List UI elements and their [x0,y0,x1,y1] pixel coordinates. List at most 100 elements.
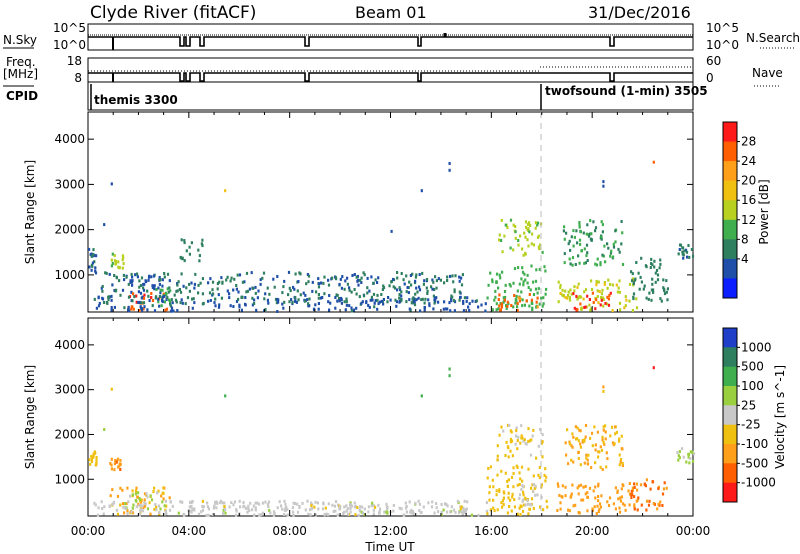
velocity-cell [137,502,140,506]
power-cell [607,303,611,307]
nsearch-tick-top: 10^5 [706,21,739,35]
power-cell [179,301,182,305]
velocity-cell [343,510,346,514]
power-cell [122,256,125,260]
velocity-cell [577,450,580,454]
power-cell [569,288,572,292]
power-cell [93,297,96,301]
power-cell [635,261,638,264]
power-cell [431,278,434,282]
power-cell [449,309,452,313]
velocity-cell [116,494,120,498]
power-cell [121,258,124,262]
nave-tick-top: 60 [706,54,721,68]
power-cell [542,296,545,300]
power-colorbar-tick-label: 16 [741,193,756,207]
power-cell [563,261,566,265]
power-cell [562,294,565,298]
power-cell [370,275,373,279]
power-cell [514,298,517,301]
velocity-cell [517,435,520,439]
power-cell [620,242,623,246]
nave-label: Nave [752,66,783,80]
power-cell [590,288,594,291]
power-cell [491,280,494,284]
velocity-cell [492,506,495,510]
power-cell [322,281,325,285]
power-cell [345,297,348,301]
power-cell [198,259,201,263]
power-cell [372,292,376,296]
velocity-cell [337,503,340,507]
power-cell [452,280,455,284]
power-colorbar-segment [723,219,737,240]
power-cell [517,239,520,242]
power-cell [147,294,150,298]
power-cell [253,298,256,302]
power-cell [652,290,655,294]
velocity-cell [520,465,524,469]
power-cell [207,299,210,303]
velocity-cell [515,429,518,433]
velocity-cell [374,505,377,509]
power-cell [600,296,603,299]
power-cell [366,291,369,295]
velocity-cell [405,510,408,514]
power-cell [618,279,621,283]
velocity-cell [115,508,119,512]
power-cell [218,280,221,284]
power-cell [600,237,603,241]
x-axis-label: Time UT [364,540,415,554]
power-cell [173,293,176,297]
power-cell [94,271,98,275]
power-cell [157,286,160,290]
velocity-cell [605,465,608,469]
velocity-cell [109,461,112,465]
power-cell [663,292,667,296]
velocity-cell [612,502,615,506]
power-cell [172,309,175,313]
power-cell [519,297,522,301]
velocity-cell [191,508,194,511]
velocity-cell [578,511,581,515]
velocity-cell [458,511,461,515]
velocity-cell [118,462,122,466]
power-cell [263,297,266,301]
power-cell [524,235,527,239]
power-cell [537,221,540,225]
power-cell [341,275,344,279]
velocity-cell [440,513,443,516]
velocity-cell [301,501,304,505]
velocity-cell [506,511,509,515]
velocity-cell [571,483,574,487]
velocity-cell [502,503,505,507]
power-cell [200,242,203,246]
power-cell [261,276,264,280]
velocity-cell [155,505,158,509]
power-cell [460,276,463,280]
velocity-cell [691,450,694,454]
velocity-cell [325,512,328,516]
velocity-cell [160,494,163,498]
power-cell [505,307,508,310]
velocity-cell [522,493,525,497]
velocity-cell [633,486,636,489]
velocity-cell [398,506,401,510]
velocity-cell [541,440,544,444]
power-cell [157,297,160,301]
velocity-cell [222,511,225,515]
velocity-cell [90,454,93,458]
power-cell [428,304,431,308]
power-cell [170,306,174,310]
power-cell [595,298,598,302]
velocity-cell [506,423,510,427]
velocity-cell [568,509,571,513]
velocity-cell [627,489,630,493]
velocity-cell [692,452,696,456]
velocity-cell [304,508,307,512]
power-cell [176,283,179,287]
power-cell [317,302,320,305]
velocity-cell [507,496,510,500]
power-point [602,184,605,188]
power-cell [527,286,530,289]
